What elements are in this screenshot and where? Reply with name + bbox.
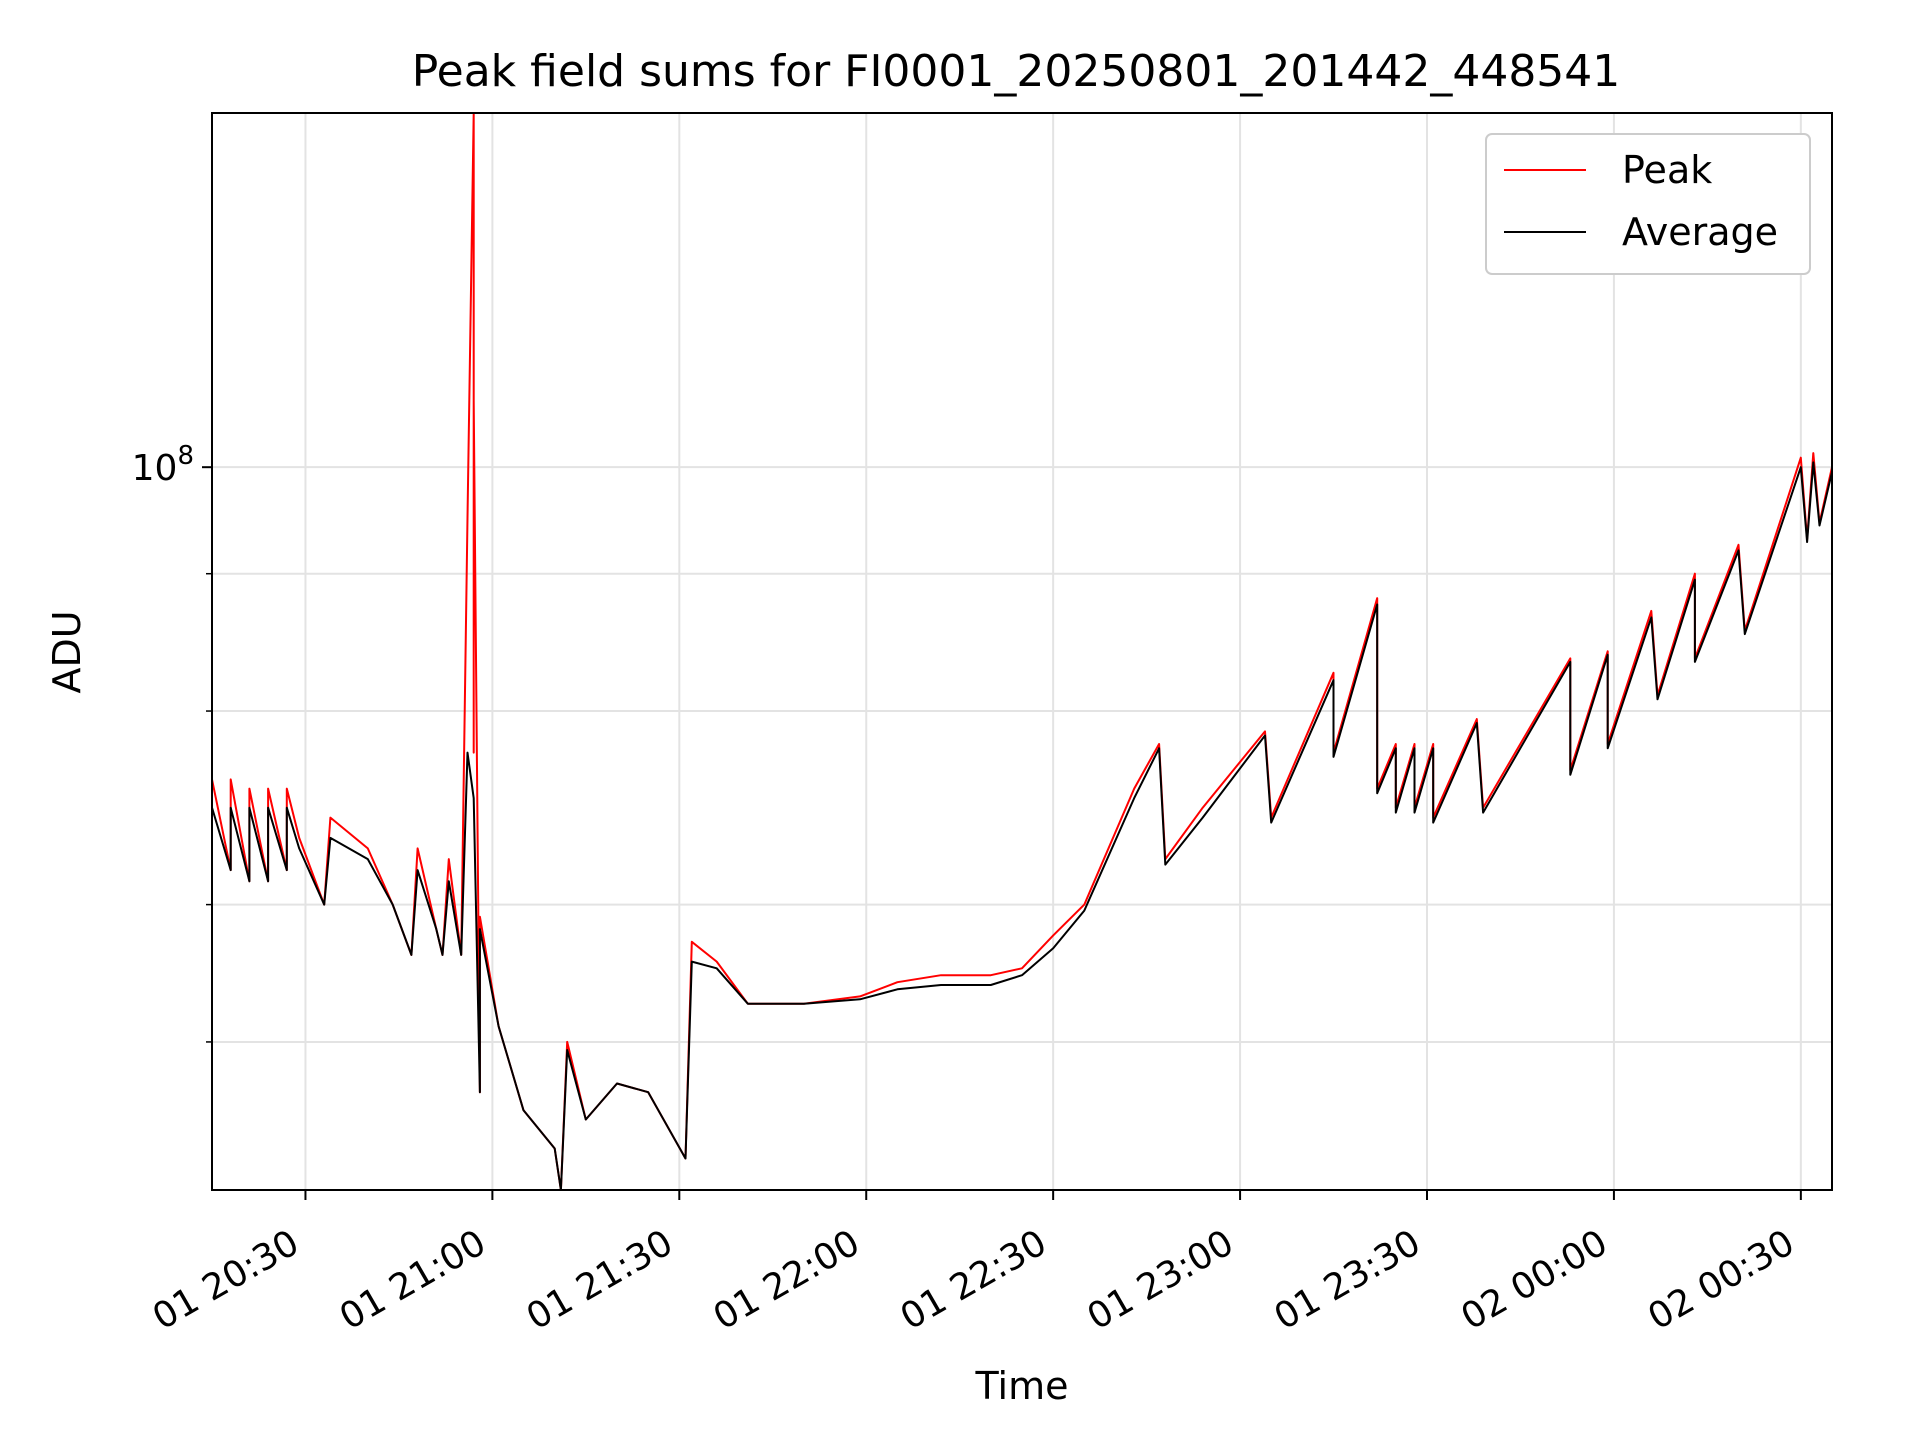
x-axis-label: Time [975,1364,1069,1408]
plot-frame [211,112,1833,1191]
legend: Peak Average [1485,133,1811,275]
series-line-average [212,461,1832,1190]
y-axis-label: ADU [45,610,89,693]
grid [212,113,1832,1190]
legend-label-average: Average [1622,210,1778,254]
series-layer [212,113,1832,1190]
y-tick-label: 108 [132,441,194,489]
chart-title: Peak field sums for FI0001_20250801_2014… [412,46,1621,97]
legend-label-peak: Peak [1622,148,1712,192]
